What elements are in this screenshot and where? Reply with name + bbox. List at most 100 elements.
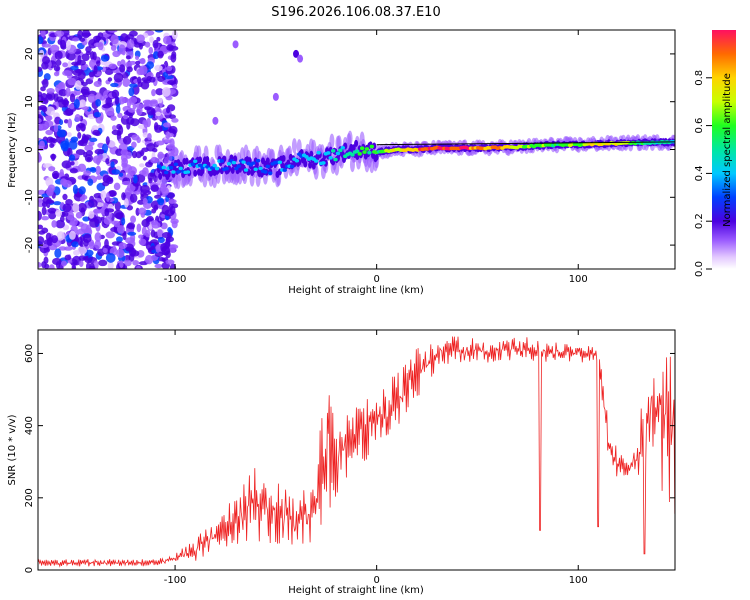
noise-blob — [70, 217, 78, 227]
noise-blob — [93, 111, 101, 118]
trace-core — [253, 167, 258, 172]
trace-core — [241, 160, 246, 164]
noise-blob — [38, 152, 41, 163]
noise-blob — [66, 52, 76, 61]
noise-blob — [140, 184, 150, 194]
noise-blob — [47, 207, 57, 214]
noise-blob — [63, 246, 73, 251]
noise-blob — [77, 122, 85, 129]
noise-blob — [38, 236, 45, 245]
noise-blob — [145, 217, 154, 222]
noise-blob — [128, 112, 133, 119]
noise-blob — [168, 199, 177, 204]
noise-blob — [119, 260, 124, 268]
noise-blob — [125, 55, 131, 60]
noise-blob — [38, 123, 49, 131]
noise-blob — [79, 240, 84, 247]
trace-core — [164, 170, 169, 175]
noise-blob — [154, 263, 163, 269]
noise-blob — [124, 243, 134, 252]
noise-blob — [41, 56, 51, 65]
trace-core — [321, 161, 326, 165]
snr-frame — [37, 329, 676, 571]
snr-y-ticks: 0 200 400 600 — [24, 344, 675, 573]
trace-core — [355, 149, 360, 154]
noise-blob — [95, 60, 101, 67]
noise-blob — [142, 99, 153, 105]
noise-blob — [39, 243, 49, 248]
noise-blob — [165, 239, 171, 248]
colorbar-label: Normalized spectral amplitude — [722, 73, 733, 227]
noise-blob — [124, 187, 132, 197]
noise-blob — [154, 64, 163, 72]
trace-halo — [311, 139, 317, 155]
trace-core — [330, 149, 336, 153]
spectrogram-ytick-label: -10 — [24, 189, 35, 205]
noise-blob — [51, 220, 57, 228]
trace-body — [354, 139, 359, 147]
trace-core — [258, 166, 263, 171]
noise-blob — [106, 111, 115, 116]
noise-blob — [81, 133, 87, 143]
noise-blob — [147, 132, 152, 141]
trace-core — [326, 151, 331, 155]
trace-core — [289, 164, 295, 169]
noise-blob — [40, 30, 46, 38]
noise-blob — [136, 265, 141, 269]
noise-blob — [46, 88, 55, 94]
noise-blob — [58, 88, 68, 97]
noise-blob — [172, 84, 178, 89]
trace-core — [178, 166, 183, 171]
trace-core — [212, 163, 217, 168]
noise-blob — [105, 252, 116, 263]
trace-core — [243, 168, 249, 172]
spectrogram-xtick-label: 100 — [569, 274, 588, 285]
noise-blob — [41, 106, 48, 113]
noise-blob — [111, 89, 120, 99]
trace-body — [184, 157, 189, 165]
noise-blob — [151, 89, 156, 97]
noise-blob — [62, 70, 73, 77]
noise-blob — [165, 259, 175, 265]
noise-blob — [41, 215, 50, 221]
noise-blob — [136, 136, 141, 144]
noise-blob — [155, 111, 162, 117]
trace-body — [198, 156, 203, 164]
noise-blob — [102, 247, 108, 254]
trace-body — [351, 144, 356, 152]
noise-blob — [160, 222, 168, 230]
noise-blob — [142, 132, 149, 138]
trace-halo — [334, 160, 340, 176]
trace-body — [303, 160, 308, 168]
spectrogram-ytick-label: 10 — [24, 95, 35, 108]
trace-core — [333, 157, 338, 162]
colorbar-tick-label: 0.2 — [694, 213, 705, 229]
trace-body — [205, 155, 210, 163]
trace-core — [224, 166, 229, 171]
noise-blob — [38, 224, 44, 230]
noise-blob — [79, 37, 86, 42]
noise-blob — [53, 124, 59, 133]
noise-blob — [157, 50, 164, 59]
noise-blob — [69, 103, 75, 110]
trace-core — [338, 148, 343, 153]
noise-blob — [98, 259, 108, 267]
noise-blob — [118, 96, 126, 105]
noise-blob — [232, 40, 239, 49]
trace-core — [350, 153, 355, 157]
noise-blob — [51, 138, 58, 144]
noise-blob — [119, 64, 126, 73]
noise-blob — [60, 140, 70, 150]
trace-halo — [347, 130, 353, 146]
noise-blob — [83, 170, 91, 176]
trace-core — [335, 151, 341, 156]
noise-blob — [45, 177, 54, 187]
noise-blob — [54, 248, 62, 259]
noise-blob — [49, 44, 60, 53]
noise-blob — [87, 93, 96, 103]
noise-blob — [131, 141, 137, 148]
noise-blob — [99, 95, 106, 101]
noise-blob — [38, 230, 46, 235]
noise-blob — [124, 259, 132, 267]
